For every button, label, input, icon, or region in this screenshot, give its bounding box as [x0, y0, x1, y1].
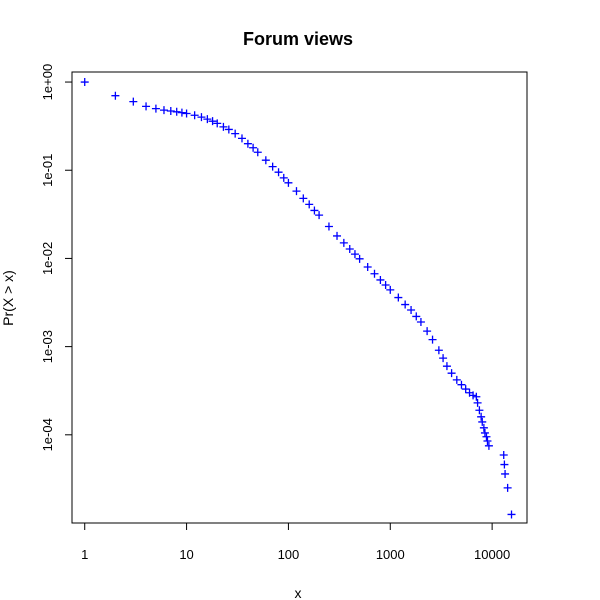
data-point: [190, 111, 199, 120]
data-point: [381, 280, 390, 289]
data-point: [482, 432, 491, 441]
y-tick-label: 1e-02: [40, 242, 55, 275]
data-point: [401, 300, 410, 309]
data-point: [237, 134, 246, 143]
data-point: [507, 510, 516, 519]
x-axis: 1 10 100 1000 10000: [81, 522, 510, 562]
data-point: [428, 335, 437, 344]
data-point: [442, 362, 451, 371]
data-point: [423, 327, 432, 336]
data-point: [268, 162, 277, 171]
data-point: [439, 354, 448, 363]
data-point: [339, 238, 348, 247]
data-point: [159, 106, 168, 115]
data-point: [447, 369, 456, 378]
data-point: [412, 312, 421, 321]
data-point: [484, 441, 493, 450]
data-point: [478, 417, 487, 426]
data-point: [177, 108, 186, 117]
data-point: [345, 244, 354, 253]
data-point: [111, 91, 120, 100]
x-tick-label: 1: [81, 547, 88, 562]
data-point: [253, 148, 262, 157]
data-point: [182, 109, 191, 118]
chart-title: Forum views: [243, 29, 353, 49]
x-tick-label: 100: [278, 547, 300, 562]
y-tick-label: 1e-01: [40, 154, 55, 187]
data-point: [370, 269, 379, 278]
data-point: [299, 194, 308, 203]
data-point: [129, 97, 138, 106]
data-point: [274, 168, 283, 177]
data-point: [480, 428, 489, 437]
data-point: [279, 173, 288, 182]
data-point: [461, 385, 470, 394]
data-point: [261, 156, 270, 165]
data-point: [219, 122, 228, 131]
y-axis: 1e+00 1e-01 1e-02 1e-03 1e-04: [40, 64, 73, 451]
x-tick-label: 1000: [376, 547, 405, 562]
data-point: [315, 211, 324, 220]
data-point: [292, 187, 301, 196]
data-point: [203, 115, 212, 124]
data-point: [386, 285, 395, 294]
data-point: [501, 469, 510, 478]
data-point: [452, 375, 461, 384]
x-tick-label: 10000: [474, 547, 510, 562]
data-point: [475, 406, 484, 415]
data-point: [472, 392, 481, 401]
data-point: [151, 104, 160, 113]
data-point: [434, 346, 443, 355]
data-point: [224, 125, 233, 134]
x-axis-title: x: [295, 585, 302, 600]
data-point: [499, 451, 508, 460]
x-tick-label: 10: [179, 547, 193, 562]
data-point: [477, 412, 486, 421]
data-points: [80, 78, 516, 519]
data-point: [394, 293, 403, 302]
data-point: [208, 117, 217, 126]
data-point: [416, 318, 425, 327]
data-point: [80, 78, 89, 87]
plot-frame: [71, 71, 528, 524]
data-point: [333, 231, 342, 240]
y-tick-label: 1e-04: [40, 418, 55, 451]
data-point: [457, 380, 466, 389]
data-point: [324, 222, 333, 231]
y-tick-label: 1e+00: [40, 64, 55, 101]
data-point: [350, 250, 359, 259]
data-point: [407, 306, 416, 315]
data-point: [249, 143, 258, 152]
data-point: [172, 107, 181, 116]
data-point: [166, 106, 175, 115]
data-point: [142, 102, 151, 111]
data-point: [231, 129, 240, 138]
data-point: [213, 119, 222, 128]
data-point: [483, 437, 492, 446]
data-point: [355, 254, 364, 263]
data-point: [503, 483, 512, 492]
data-point: [305, 200, 314, 209]
data-point: [197, 113, 206, 122]
data-point: [284, 178, 293, 187]
data-point: [479, 423, 488, 432]
y-axis-title: Pr(X > x): [0, 270, 16, 326]
data-point: [243, 139, 252, 148]
data-point: [310, 206, 319, 215]
data-point: [500, 460, 509, 469]
y-tick-label: 1e-03: [40, 330, 55, 363]
data-point: [363, 262, 372, 271]
data-point: [376, 275, 385, 284]
data-point: [473, 398, 482, 407]
